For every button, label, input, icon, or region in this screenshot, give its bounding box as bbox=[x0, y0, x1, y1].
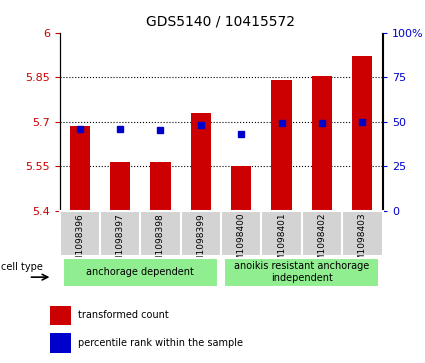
Text: GSM1098398: GSM1098398 bbox=[156, 213, 165, 274]
Text: GSM1098397: GSM1098397 bbox=[116, 213, 125, 274]
Text: GSM1098400: GSM1098400 bbox=[237, 213, 246, 273]
Bar bbox=[312, 76, 332, 211]
Bar bbox=[231, 166, 251, 211]
Text: percentile rank within the sample: percentile rank within the sample bbox=[78, 338, 243, 348]
Bar bbox=[221, 211, 261, 256]
Bar bbox=[302, 211, 342, 256]
Bar bbox=[140, 211, 181, 256]
Bar bbox=[50, 334, 71, 353]
Bar bbox=[224, 258, 379, 287]
Bar bbox=[191, 113, 211, 211]
Text: anchorage dependent: anchorage dependent bbox=[86, 267, 194, 277]
Text: GSM1098401: GSM1098401 bbox=[277, 213, 286, 273]
Bar bbox=[63, 258, 218, 287]
Text: transformed count: transformed count bbox=[78, 310, 169, 320]
Text: GSM1098403: GSM1098403 bbox=[358, 213, 367, 273]
Text: cell type: cell type bbox=[1, 262, 43, 272]
Bar bbox=[272, 80, 292, 211]
Text: GSM1098396: GSM1098396 bbox=[75, 213, 84, 274]
Bar bbox=[60, 211, 100, 256]
Text: GSM1098402: GSM1098402 bbox=[317, 213, 326, 273]
Bar bbox=[100, 211, 140, 256]
Bar bbox=[150, 162, 170, 211]
Bar bbox=[181, 211, 221, 256]
Text: anoikis resistant anchorage
independent: anoikis resistant anchorage independent bbox=[234, 261, 369, 283]
Title: GDS5140 / 10415572: GDS5140 / 10415572 bbox=[147, 15, 295, 29]
Bar bbox=[342, 211, 382, 256]
Text: GSM1098399: GSM1098399 bbox=[196, 213, 205, 274]
Bar bbox=[352, 56, 372, 211]
Bar bbox=[261, 211, 302, 256]
Bar bbox=[70, 126, 90, 211]
Bar bbox=[110, 162, 130, 211]
Bar bbox=[50, 306, 71, 325]
